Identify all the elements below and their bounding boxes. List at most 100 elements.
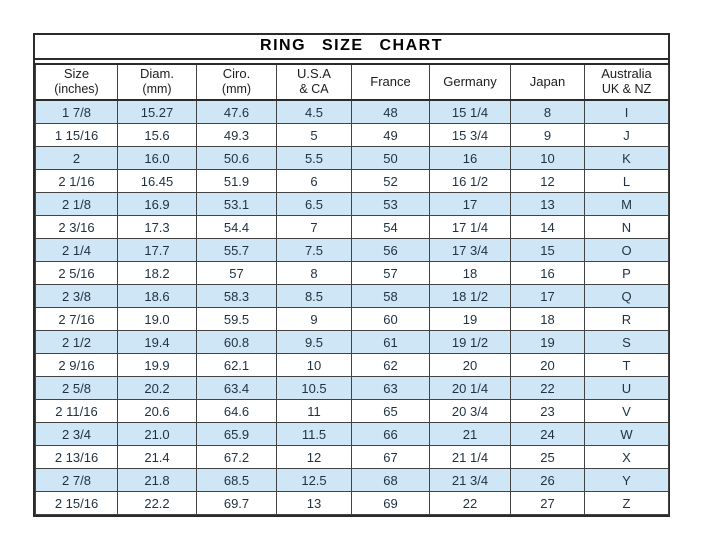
cell: 20 xyxy=(510,353,585,377)
table-row: 2 5/16 18.2 57 8 57 18 16 P xyxy=(35,261,669,285)
cell: 54 xyxy=(351,215,430,239)
cell: 14 xyxy=(510,215,585,239)
cell: 2 15/16 xyxy=(35,491,118,515)
cell: 19 xyxy=(510,330,585,354)
cell: 58 xyxy=(351,284,430,308)
ring-size-chart-table-container: RING SIZE CHART Size (inches) Diam. (mm) Cir… xyxy=(33,33,670,517)
cell: 2 11/16 xyxy=(35,399,118,423)
cell: O xyxy=(584,238,669,262)
column-header-u-s-a: U.S.A & CA xyxy=(276,63,352,101)
cell: Y xyxy=(584,468,669,492)
cell: 6 xyxy=(276,169,352,193)
cell: 7 xyxy=(276,215,352,239)
cell: 18 xyxy=(429,261,511,285)
table-row: 2 16.0 50.6 5.5 50 16 10 K xyxy=(35,146,669,170)
cell: 17 xyxy=(429,192,511,216)
cell: 20 xyxy=(429,353,511,377)
cell: 9 xyxy=(276,307,352,331)
cell: 10 xyxy=(510,146,585,170)
cell: 64.6 xyxy=(196,399,277,423)
column-header-subtext: (mm) xyxy=(142,82,172,97)
column-header-diam-: Diam. (mm) xyxy=(117,63,197,101)
cell: 12 xyxy=(276,445,352,469)
cell: 52 xyxy=(351,169,430,193)
cell: 21 1/4 xyxy=(429,445,511,469)
column-header-subtext: UK & NZ xyxy=(601,82,652,97)
cell: 8.5 xyxy=(276,284,352,308)
cell: 49 xyxy=(351,123,430,147)
cell: 56 xyxy=(351,238,430,262)
table-row: 2 1/2 19.4 60.8 9.5 61 19 1/2 19 S xyxy=(35,330,669,354)
cell: 1 15/16 xyxy=(35,123,118,147)
cell: 15 xyxy=(510,238,585,262)
cell: 17.3 xyxy=(117,215,197,239)
cell: 17 3/4 xyxy=(429,238,511,262)
cell: 2 7/16 xyxy=(35,307,118,331)
cell: 2 5/16 xyxy=(35,261,118,285)
table-row: 2 11/16 20.6 64.6 11 65 20 3/4 23 V xyxy=(35,399,669,423)
cell: 68 xyxy=(351,468,430,492)
cell: 25 xyxy=(510,445,585,469)
cell: 12 xyxy=(510,169,585,193)
cell: J xyxy=(584,123,669,147)
table-body: 1 7/8 15.27 47.6 4.5 48 15 1/4 8 I 1 15/16 15.6 49… xyxy=(35,99,669,515)
cell: 18 xyxy=(510,307,585,331)
cell: 53 xyxy=(351,192,430,216)
cell: 50.6 xyxy=(196,146,277,170)
cell: 13 xyxy=(276,491,352,515)
cell: 60 xyxy=(351,307,430,331)
cell: 47.6 xyxy=(196,99,277,124)
cell: 19.9 xyxy=(117,353,197,377)
cell: 62.1 xyxy=(196,353,277,377)
cell: Q xyxy=(584,284,669,308)
cell: 2 1/4 xyxy=(35,238,118,262)
cell: M xyxy=(584,192,669,216)
table-row: 2 3/8 18.6 58.3 8.5 58 18 1/2 17 Q xyxy=(35,284,669,308)
cell: 5 xyxy=(276,123,352,147)
cell: 20 3/4 xyxy=(429,399,511,423)
cell: 65.9 xyxy=(196,422,277,446)
cell: P xyxy=(584,261,669,285)
cell: K xyxy=(584,146,669,170)
cell: 19 xyxy=(429,307,511,331)
cell: 10.5 xyxy=(276,376,352,400)
table-row: 2 7/16 19.0 59.5 9 60 19 18 R xyxy=(35,307,669,331)
table-header: Size (inches) Diam. (mm) Ciro. (mm) U.S.A & CA F… xyxy=(35,63,669,101)
cell: 13 xyxy=(510,192,585,216)
cell: 20 1/4 xyxy=(429,376,511,400)
table-row: 1 15/16 15.6 49.3 5 49 15 3/4 9 J xyxy=(35,123,669,147)
cell: 60.8 xyxy=(196,330,277,354)
cell: 19.0 xyxy=(117,307,197,331)
cell: 2 1/8 xyxy=(35,192,118,216)
cell: 2 9/16 xyxy=(35,353,118,377)
cell: 65 xyxy=(351,399,430,423)
column-header-germany: Germany xyxy=(429,63,511,101)
column-header-subtext: & CA xyxy=(299,82,329,97)
cell: 17 xyxy=(510,284,585,308)
cell: 16 1/2 xyxy=(429,169,511,193)
cell: 50 xyxy=(351,146,430,170)
column-header-japan: Japan xyxy=(510,63,585,101)
cell: 26 xyxy=(510,468,585,492)
title-divider-gap xyxy=(35,60,668,63)
cell: 20.6 xyxy=(117,399,197,423)
cell: 17.7 xyxy=(117,238,197,262)
cell: 63 xyxy=(351,376,430,400)
cell: 2 1/2 xyxy=(35,330,118,354)
cell: 11.5 xyxy=(276,422,352,446)
cell: T xyxy=(584,353,669,377)
cell: 2 13/16 xyxy=(35,445,118,469)
table-row: 2 1/16 16.45 51.9 6 52 16 1/2 12 L xyxy=(35,169,669,193)
cell: 18 1/2 xyxy=(429,284,511,308)
table-row: 2 1/8 16.9 53.1 6.5 53 17 13 M xyxy=(35,192,669,216)
table-header-row: Size (inches) Diam. (mm) Ciro. (mm) U.S.A & CA F… xyxy=(35,63,669,101)
cell: S xyxy=(584,330,669,354)
cell: 2 xyxy=(35,146,118,170)
cell: L xyxy=(584,169,669,193)
cell: N xyxy=(584,215,669,239)
table-row: 1 7/8 15.27 47.6 4.5 48 15 1/4 8 I xyxy=(35,99,669,124)
cell: 66 xyxy=(351,422,430,446)
cell: 57 xyxy=(196,261,277,285)
cell: 21.4 xyxy=(117,445,197,469)
